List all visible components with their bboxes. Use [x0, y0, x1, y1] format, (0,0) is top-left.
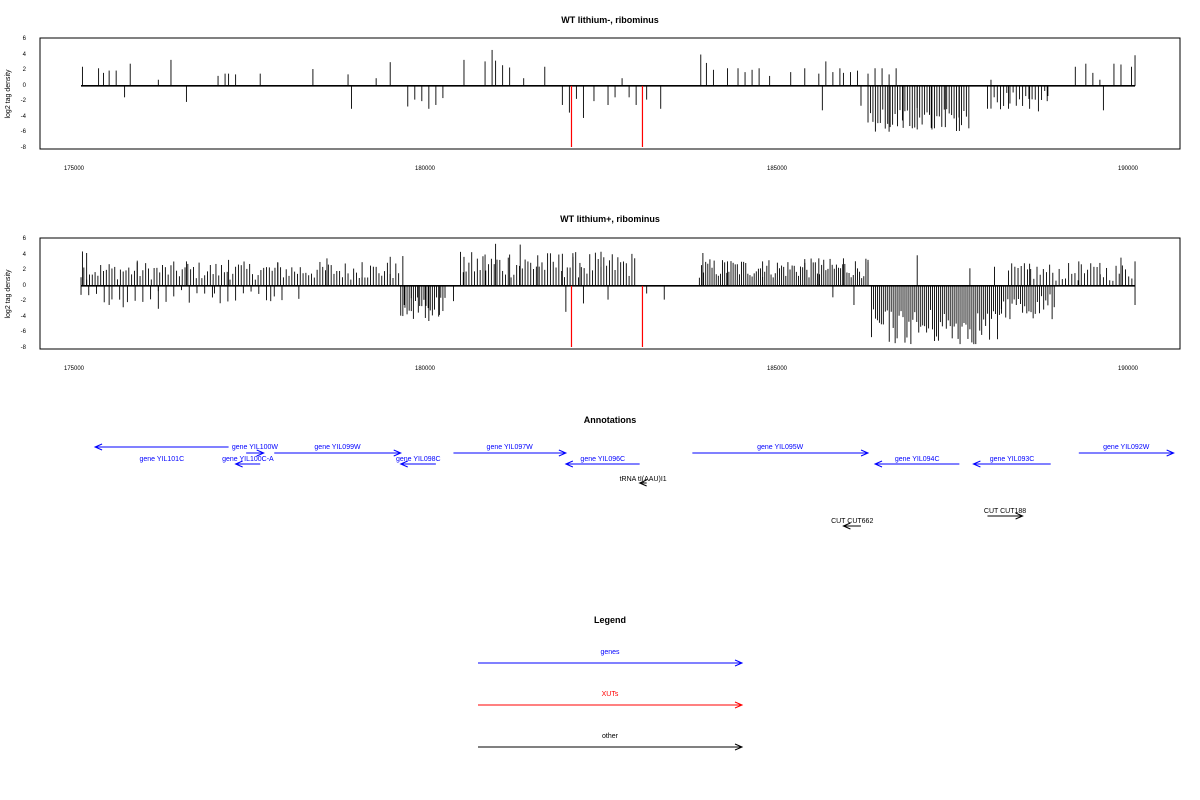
y-tick-label: 4: [23, 52, 27, 58]
y-tick-label: -2: [21, 298, 27, 304]
feature-label: gene YIL100C-A: [222, 456, 274, 463]
y-tick-label: -8: [21, 345, 27, 351]
feature-label: gene YIL096C: [580, 456, 625, 463]
feature-gene-yil093c: gene YIL093C: [972, 456, 1051, 468]
legend-label: genes: [600, 649, 620, 656]
arrow-head-icon: [393, 449, 403, 457]
x-tick-label: 185000: [767, 366, 788, 372]
feature-label: gene YIL099W: [314, 444, 361, 451]
y-tick-label: -4: [21, 314, 27, 320]
y-tick-label: 2: [23, 67, 27, 73]
feature-label: gene YIL098C: [396, 456, 441, 463]
signal-bars: [81, 49, 1136, 147]
arrow-head-icon: [873, 460, 883, 468]
legend-label: other: [602, 733, 619, 740]
feature-label: gene YIL092W: [1103, 444, 1150, 451]
x-tick-label: 175000: [64, 366, 85, 372]
feature-label: gene YIL097W: [487, 444, 534, 451]
y-tick-label: 6: [23, 236, 27, 242]
arrow-head-icon: [842, 522, 851, 530]
feature-label: gene YIL094C: [895, 456, 940, 463]
x-tick-label: 180000: [415, 366, 436, 372]
feature-gene-yil097w: gene YIL097W: [453, 444, 568, 457]
panel-title: WT lithium+, ribominus: [560, 214, 660, 224]
feature-gene-yil094c: gene YIL094C: [873, 456, 960, 468]
x-axis-ticks: 175000 180000 185000 190000: [64, 366, 1139, 372]
y-axis-label: log2 tag density: [5, 69, 12, 119]
y-tick-label: 2: [23, 267, 27, 273]
y-axis-ticks: 6 4 2 0 -2 -4 -6 -8: [21, 236, 27, 351]
legend-item-genes: genes: [478, 649, 744, 667]
feature-label: tRNA tI(AAU)I1: [620, 476, 667, 483]
x-tick-label: 185000: [767, 166, 788, 172]
annotation-features: gene YIL101C gene YIL100W gene YIL100C-A ge…: [93, 443, 1175, 530]
arrow-head-icon: [734, 743, 744, 751]
y-tick-label: -4: [21, 114, 27, 120]
legend-items: genes XUTs other: [478, 649, 744, 751]
arrow-head-icon: [972, 460, 981, 468]
arrow-head-icon: [638, 479, 647, 487]
arrow-head-icon: [1166, 449, 1175, 457]
x-tick-label: 175000: [64, 166, 85, 172]
feature-gene-yil100c-a: gene YIL100C-A: [222, 456, 274, 468]
plot-frame: [39, 37, 1181, 150]
legend-item-xuts: XUTs: [478, 691, 744, 709]
feature-cut-cut662: CUT CUT662: [831, 518, 873, 530]
x-tick-label: 180000: [415, 166, 436, 172]
feature-label: CUT CUT662: [831, 518, 873, 525]
arrow-head-icon: [256, 449, 265, 457]
arrow-head-icon: [564, 460, 574, 468]
x-tick-label: 190000: [1118, 366, 1139, 372]
arrow-head-icon: [734, 659, 744, 667]
feature-gene-yil099w: gene YIL099W: [274, 444, 403, 457]
legend-label: XUTs: [602, 691, 619, 698]
plot-frame: [39, 237, 1181, 350]
feature-label: gene YIL095W: [757, 444, 804, 451]
feature-gene-yil096c: gene YIL096C: [564, 456, 640, 468]
x-axis-ticks: 175000 180000 185000 190000: [64, 166, 1139, 172]
y-tick-label: 4: [23, 252, 27, 258]
y-axis-label: log2 tag density: [5, 269, 12, 319]
feature-gene-yil100w: gene YIL100W: [232, 444, 279, 457]
feature-gene-yil095w: gene YIL095W: [692, 444, 870, 457]
y-tick-label: -6: [21, 329, 27, 335]
feature-trna-ti-aau-i1: tRNA tI(AAU)I1: [620, 476, 667, 487]
arrow-head-icon: [860, 449, 870, 457]
x-tick-label: 190000: [1118, 166, 1139, 172]
feature-cut-cut188: CUT CUT188: [984, 508, 1026, 520]
annotations-title: Annotations: [584, 415, 637, 425]
signal-bars: [80, 243, 1136, 347]
feature-gene-yil092w: gene YIL092W: [1078, 444, 1175, 457]
y-tick-label: -2: [21, 98, 27, 104]
y-tick-label: -6: [21, 129, 27, 135]
panel-title: WT lithium-, ribominus: [561, 15, 659, 25]
y-tick-label: 0: [23, 283, 27, 289]
panel-lithium-plus: WT lithium+, ribominus log2 tag density …: [5, 214, 1181, 372]
y-tick-label: 0: [23, 83, 27, 89]
feature-gene-yil098c: gene YIL098C: [396, 456, 441, 468]
legend: Legend genes XUTs other: [478, 615, 744, 751]
legend-item-other: other: [478, 733, 744, 751]
panel-lithium-minus: WT lithium-, ribominus log2 tag density …: [5, 15, 1181, 172]
arrow-head-icon: [558, 449, 568, 457]
feature-gene-yil101c: gene YIL101C: [93, 443, 229, 463]
feature-label: gene YIL100W: [232, 444, 279, 451]
arrow-head-icon: [93, 443, 103, 451]
arrow-head-icon: [399, 460, 408, 468]
y-tick-label: -8: [21, 145, 27, 151]
legend-title: Legend: [594, 615, 626, 625]
feature-label: CUT CUT188: [984, 508, 1026, 515]
arrow-head-icon: [1015, 512, 1024, 520]
feature-label: gene YIL101C: [140, 456, 185, 463]
feature-label: gene YIL093C: [990, 456, 1035, 463]
arrow-head-icon: [734, 701, 744, 709]
arrow-head-icon: [234, 460, 243, 468]
y-axis-ticks: 6 4 2 0 -2 -4 -6 -8: [21, 36, 27, 151]
y-tick-label: 6: [23, 36, 27, 42]
